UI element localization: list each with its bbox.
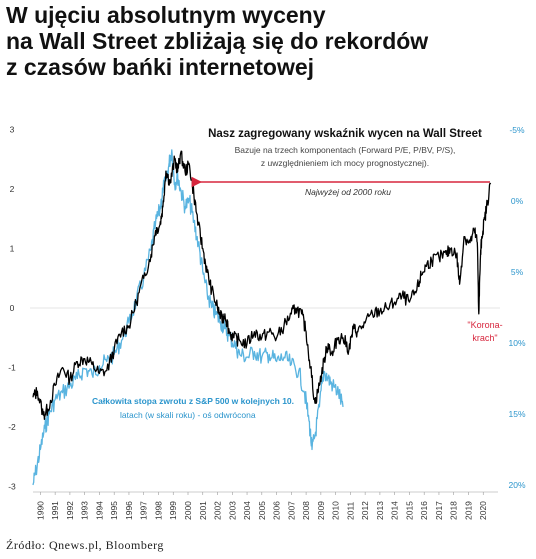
- x-axis: 1990 1991 1992 1993 1994 1995 1996 1997 1998 1999…: [33, 491, 498, 520]
- valuation-index-series-line: [32, 150, 492, 420]
- x-axis-tick-label: 1999: [168, 501, 178, 520]
- left-axis-tick-label: -1: [8, 363, 16, 373]
- right-axis-tick-label: 15%: [508, 409, 525, 419]
- x-axis-tick-label: 1996: [124, 501, 134, 520]
- right-axis-tick-label: 20%: [508, 480, 525, 490]
- right-axis-tick-label: 0%: [511, 196, 524, 206]
- left-axis-tick-label: 3: [10, 125, 15, 135]
- x-axis-tick-label: 2004: [242, 501, 252, 520]
- headline: W ujęciu absolutnym wyceny na Wall Stree…: [6, 2, 526, 80]
- source-note: Źródło: Qnews.pl, Bloomberg: [6, 538, 164, 552]
- x-axis-tick-label: 2002: [213, 501, 223, 520]
- x-axis-tick-label: 2013: [375, 501, 385, 520]
- x-axis-tick-label: 2015: [404, 501, 414, 520]
- record-arrow-label: Najwyżej od 2000 roku: [305, 187, 391, 197]
- blue-series-label-1: Całkowita stopa zwrotu z S&P 500 w kolej…: [92, 396, 294, 406]
- valuation-chart: 3 2 1 0 -1 -2 -3 -5% 0% 5% 10% 15% 20% 1990 1991 1992…: [8, 125, 526, 521]
- x-axis-tick-label: 2012: [360, 501, 370, 520]
- left-axis: 3 2 1 0 -1 -2 -3: [8, 125, 16, 492]
- x-axis-tick-label: 2019: [463, 501, 473, 520]
- x-axis-tick-label: 2010: [331, 501, 341, 520]
- x-axis-tick-label: 2001: [198, 501, 208, 520]
- x-axis-tick-label: 2017: [434, 501, 444, 520]
- x-axis-tick-label: 1995: [109, 501, 119, 520]
- x-axis-tick-label: 2000: [183, 501, 193, 520]
- x-axis-tick-label: 2011: [345, 501, 355, 520]
- x-axis-tick-label: 2016: [419, 501, 429, 520]
- x-axis-tick-label: 2008: [301, 501, 311, 520]
- korona-label-2: krach": [472, 333, 497, 343]
- left-axis-tick-label: 1: [10, 244, 15, 254]
- right-axis-tick-label: 5%: [511, 267, 524, 277]
- headline-line-3: z czasów bańki internetowej: [6, 54, 315, 80]
- x-axis-tick-label: 2005: [257, 501, 267, 520]
- x-axis-tick-label: 2018: [449, 501, 459, 520]
- x-axis-tick-label: 1992: [65, 501, 75, 520]
- x-axis-tick-label: 1991: [50, 501, 60, 520]
- headline-line-2: na Wall Street zbliżają się do rekordów: [6, 28, 429, 54]
- x-axis-tick-label: 1994: [94, 501, 104, 520]
- x-axis-tick-label: 2020: [478, 501, 488, 520]
- chart-subtitle-1: Bazuje na trzech komponentach (Forward P…: [235, 145, 456, 155]
- x-axis-tick-label: 2014: [390, 501, 400, 520]
- korona-label-1: "Korona-: [467, 320, 502, 330]
- series-layer: [32, 149, 492, 486]
- chart-subtitle-2: z uwzględnieniem ich mocy prognostycznej…: [261, 158, 429, 168]
- x-axis-tick-label: 2006: [272, 501, 282, 520]
- forward-return-series-line: [32, 149, 344, 486]
- chart-title: Nasz zagregowany wskaźnik wycen na Wall …: [208, 128, 482, 140]
- right-axis-tick-label: -5%: [509, 125, 525, 135]
- headline-line-1: W ujęciu absolutnym wyceny: [6, 2, 326, 28]
- right-axis: -5% 0% 5% 10% 15% 20%: [508, 125, 525, 490]
- left-axis-tick-label: 2: [10, 184, 15, 194]
- x-axis-tick-label: 2007: [286, 501, 296, 520]
- x-axis-tick-label: 1998: [153, 501, 163, 520]
- x-axis-tick-label: 2003: [227, 501, 237, 520]
- x-axis-tick-label: 1990: [35, 501, 45, 520]
- left-axis-tick-label: -2: [8, 422, 16, 432]
- left-axis-tick-label: 0: [10, 303, 15, 313]
- x-axis-tick-label: 1993: [80, 501, 90, 520]
- right-axis-tick-label: 10%: [508, 338, 525, 348]
- blue-series-label-2: latach (w skali roku) - oś odwrócona: [120, 410, 256, 420]
- x-axis-tick-label: 2009: [316, 501, 326, 520]
- x-axis-tick-label: 1997: [139, 501, 149, 520]
- left-axis-tick-label: -3: [8, 482, 16, 492]
